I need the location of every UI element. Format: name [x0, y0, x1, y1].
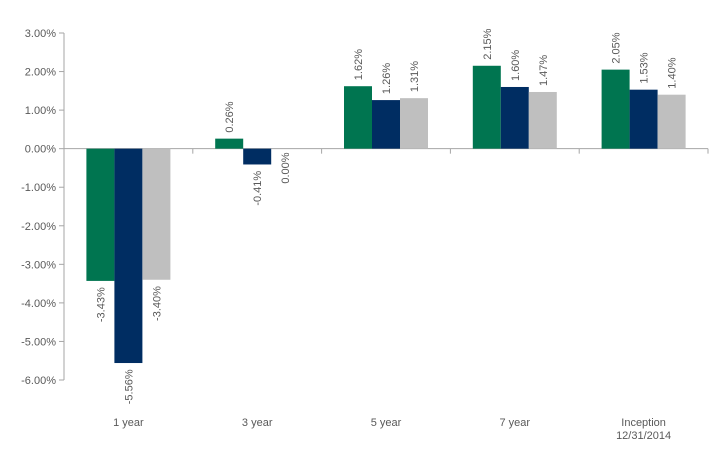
bar: [243, 148, 272, 165]
data-label: 0.00%: [280, 152, 292, 183]
x-category-label: Inception: [621, 417, 666, 429]
bar: [472, 65, 501, 149]
bars-layer: [86, 65, 686, 364]
y-tick-label: -1.00%: [21, 182, 56, 194]
bar: [400, 98, 428, 149]
x-category-label: 7 year: [500, 417, 531, 429]
data-label: 1.62%: [353, 49, 365, 80]
y-tick-label: 3.00%: [25, 28, 56, 40]
data-label: 1.47%: [538, 55, 550, 86]
x-category-label: 12/31/2014: [616, 430, 671, 442]
data-label: 2.05%: [611, 32, 623, 63]
bar: [142, 148, 171, 280]
bar: [215, 138, 244, 149]
y-tick-label: 2.00%: [25, 67, 56, 79]
data-label: 1.26%: [381, 63, 393, 94]
x-category-label: 3 year: [242, 417, 273, 429]
bar: [114, 148, 143, 364]
bar: [372, 100, 400, 149]
data-label: -3.43%: [95, 287, 107, 322]
data-label: 1.40%: [667, 57, 679, 88]
bar: [657, 94, 686, 149]
data-label: 1.60%: [510, 50, 522, 81]
bar: [86, 148, 115, 281]
bar: [528, 91, 557, 149]
x-category-label: 1 year: [113, 417, 144, 429]
axis-layer: 3.00% 2.00% 1.00% 0.00% -1.00% -2.00% -3.00% -4…: [21, 28, 709, 442]
y-tick-label: -3.00%: [21, 259, 56, 271]
y-tick-label: 1.00%: [25, 105, 56, 117]
y-tick-label: -5.00%: [21, 336, 56, 348]
y-tick-label: 0.00%: [25, 144, 56, 156]
bar: [500, 86, 529, 149]
data-label: 2.15%: [482, 28, 494, 59]
data-label: 0.26%: [224, 101, 236, 132]
bar: [601, 69, 630, 149]
data-label: -3.40%: [151, 286, 163, 321]
data-label: -5.56%: [123, 369, 135, 404]
data-label: 1.53%: [639, 52, 651, 83]
labels-layer: -3.43% -5.56% -3.40% 0.26% -0.41% 0.00% 1.62% 1…: [95, 28, 678, 404]
data-label: 1.31%: [409, 61, 421, 92]
bar: [629, 89, 658, 149]
y-tick-label: -4.00%: [21, 298, 56, 310]
x-category-label: 5 year: [371, 417, 402, 429]
y-tick-label: -2.00%: [21, 221, 56, 233]
y-tick-label: -6.00%: [21, 375, 56, 387]
data-label: -0.41%: [252, 171, 264, 206]
bar: [344, 86, 372, 149]
